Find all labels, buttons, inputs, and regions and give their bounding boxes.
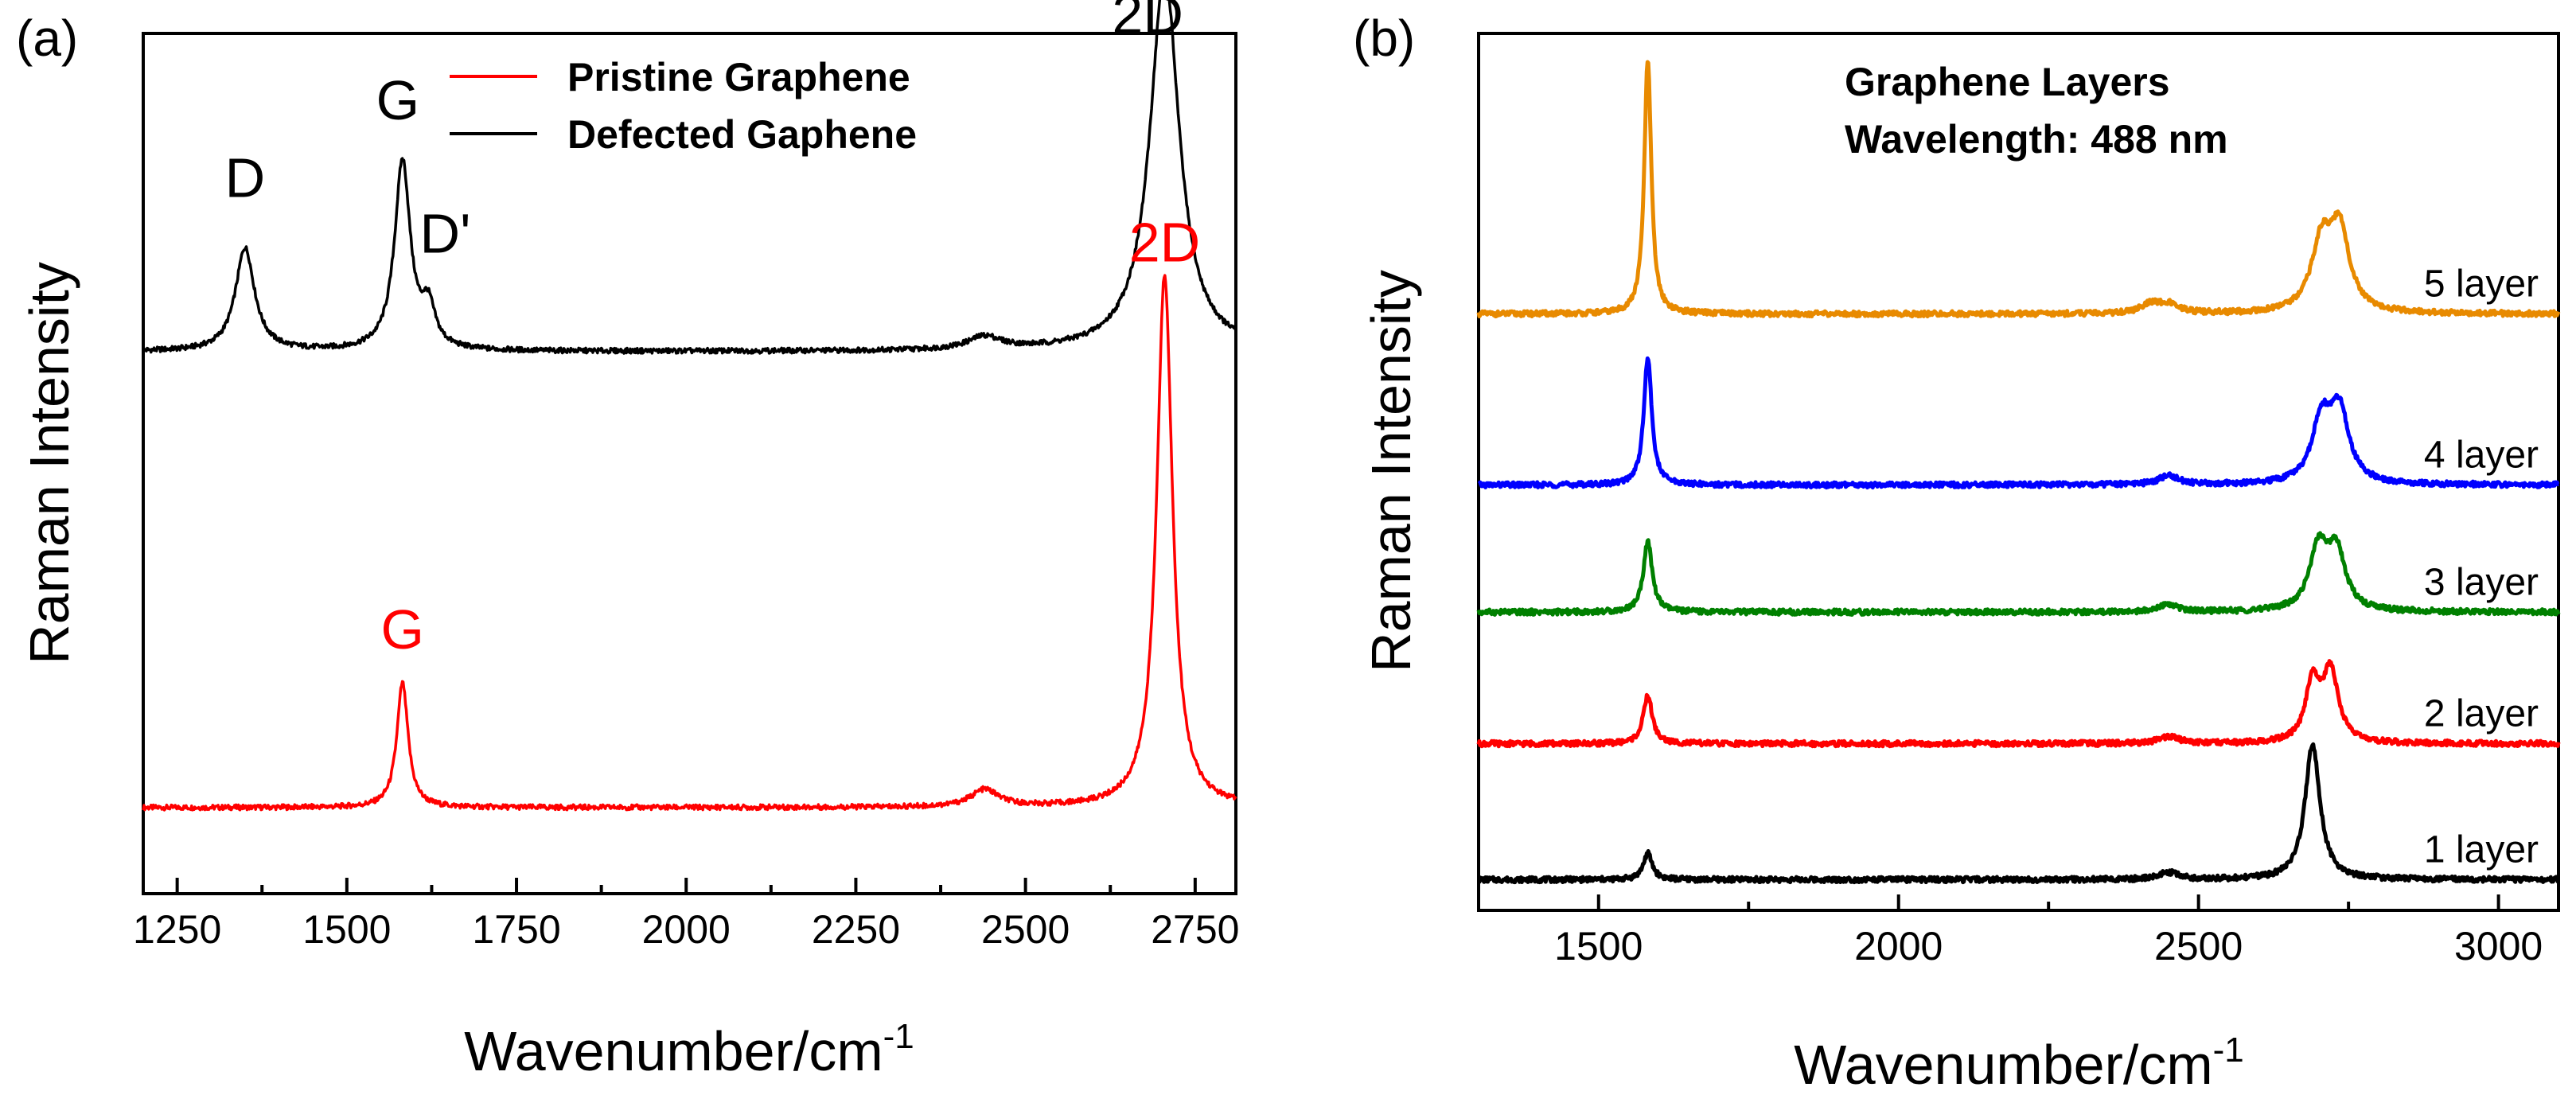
panel-b-x-ticks: 1500 2000 2500 3000 — [1554, 894, 2543, 968]
peak-label-g-defected-gaphene: G — [376, 69, 419, 131]
peak-label-2d-defected-gaphene: 2D — [1112, 0, 1183, 45]
panel-a-x-ticks: 1250 1500 1750 2000 2250 2500 2750 — [133, 878, 1239, 952]
panel-b-annotation-line-1: Graphene Layers — [1845, 60, 2170, 104]
panel-a: (a) 1250 1500 1750 2000 2250 2500 2750 G 2D D G D'… — [16, 0, 1239, 1082]
panel-b-y-axis-label: Raman Intensity — [1360, 270, 1422, 672]
series-label-4-layer: 4 layer — [2424, 434, 2539, 477]
x-tick-label-1750: 1750 — [472, 907, 560, 952]
x-tick-label-2000: 2000 — [1854, 924, 1943, 968]
series-line-5-layer — [1476, 60, 2561, 319]
panel-b-x-axis-label: Wavenumber/cm-1 — [1794, 1031, 2244, 1095]
series-label-1-layer: 1 layer — [2424, 828, 2539, 871]
panel-a-lines — [142, 0, 1237, 812]
x-tick-label-1500: 1500 — [1554, 924, 1643, 968]
legend-label-defected: Defected Gaphene — [567, 112, 917, 157]
x-tick-label-2500: 2500 — [2154, 924, 2243, 968]
panel-b-plot-frame — [1477, 32, 2560, 912]
panel-b-annotation-line-2: Wavelength: 488 nm — [1845, 117, 2228, 162]
panel-a-label: (a) — [16, 10, 78, 67]
x-tick-label-1500: 1500 — [302, 907, 391, 952]
panel-a-x-axis-label: Wavenumber/cm-1 — [464, 1017, 914, 1082]
panel-a-legend: Pristine Graphene Defected Gaphene — [450, 55, 917, 157]
panel-b-label: (b) — [1353, 10, 1415, 67]
x-tick-label-2750: 2750 — [1151, 907, 1239, 952]
peak-label-2d-pristine-graphene: 2D — [1129, 211, 1200, 273]
series-label-5-layer: 5 layer — [2424, 263, 2539, 306]
x-tick-label-3000: 3000 — [2454, 924, 2543, 968]
x-tick-label-2250: 2250 — [812, 907, 900, 952]
panel-b: (b) 1500 2000 2500 3000 1 layer 2 layer 3 lay… — [1353, 10, 2561, 1095]
peak-label-d-defected-gaphene: D' — [420, 203, 471, 265]
panel-b-series-labels: 1 layer 2 layer 3 layer 4 layer 5 layer — [2424, 263, 2539, 871]
series-line-4-layer — [1477, 356, 2560, 490]
panel-a-peak-labels: G 2D D G D' 2D — [225, 0, 1201, 661]
series-label-2-layer: 2 layer — [2424, 693, 2539, 735]
panel-a-y-axis-label: Raman Intensity — [18, 262, 80, 664]
panel-b-lines — [1476, 60, 2561, 885]
series-line-3-layer — [1476, 531, 2561, 617]
series-line-defected-gaphene — [142, 0, 1237, 355]
series-label-3-layer: 3 layer — [2424, 561, 2539, 603]
peak-label-g-pristine-graphene: G — [381, 598, 424, 661]
peak-label-d-defected-gaphene: D — [225, 146, 266, 208]
panel-a-plot-frame — [142, 32, 1237, 895]
x-tick-label-2500: 2500 — [981, 907, 1070, 952]
x-tick-label-1250: 1250 — [133, 907, 221, 952]
legend-label-pristine: Pristine Graphene — [567, 55, 910, 99]
series-line-1-layer — [1477, 742, 2560, 885]
x-tick-label-2000: 2000 — [642, 907, 731, 952]
series-line-2-layer — [1476, 659, 2561, 749]
series-line-pristine-graphene — [142, 274, 1237, 812]
